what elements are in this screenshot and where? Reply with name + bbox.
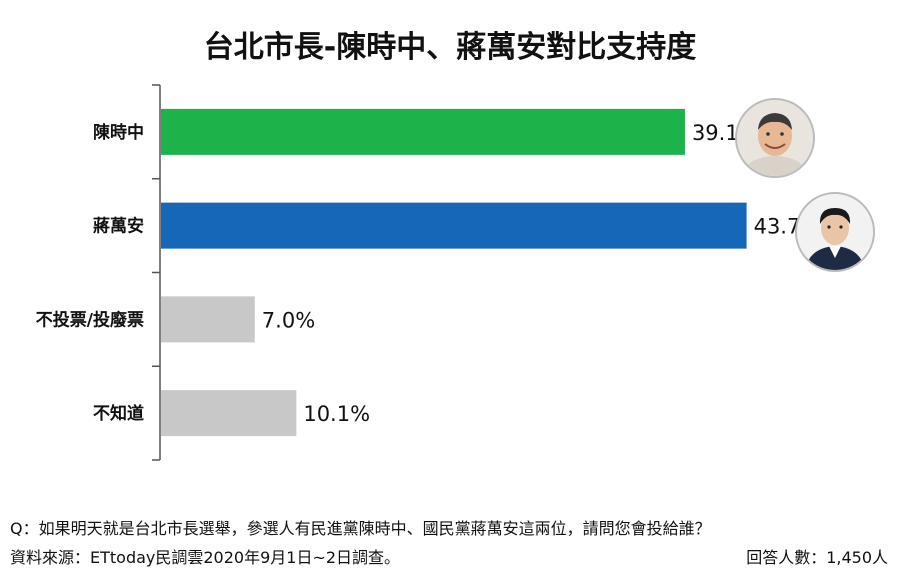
data-source: 資料來源：ETtoday民調雲2020年9月1日~2日調查。 <box>10 548 401 567</box>
category-label-2: 不投票/投廢票 <box>36 309 144 330</box>
respondent-count: 回答人數：1,450人 <box>746 548 888 567</box>
category-label-1: 蔣萬安 <box>93 216 144 237</box>
bar-chart: 陳時中 39.1%蔣萬安 43.7%不投票/投廢票 7.0%不知道 10.1% <box>36 84 820 461</box>
person-photo-icon <box>797 194 873 270</box>
category-label-3: 不知道 <box>93 403 144 424</box>
category-label-0: 陳時中 <box>93 122 144 143</box>
bar-0 <box>161 108 685 155</box>
bar-2 <box>161 296 255 343</box>
avatar-chiang-wan-an <box>795 192 875 272</box>
value-label-3: 10.1% <box>303 402 370 426</box>
survey-question: Q：如果明天就是台北市長選舉，參選人有民進黨陳時中、國民黨蔣萬安這兩位，請問您會… <box>10 519 711 538</box>
bar-1 <box>161 202 747 249</box>
person-photo-icon <box>737 100 813 176</box>
bar-3 <box>161 390 297 437</box>
value-label-2: 7.0% <box>262 308 315 332</box>
chart-title: 台北市長-陳時中、蔣萬安對比支持度 <box>203 30 697 65</box>
avatar-chen-shih-chung <box>735 98 815 178</box>
